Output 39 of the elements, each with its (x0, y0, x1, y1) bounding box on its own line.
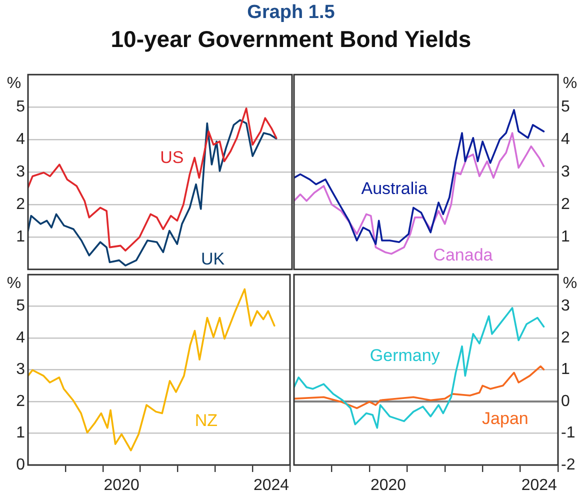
x-tick-label: 2020 (370, 477, 406, 494)
series-label: Canada (433, 245, 494, 264)
y-tick-label: 1 (16, 424, 26, 442)
y-tick-label: 2 (16, 196, 26, 213)
y-tick-label: 5 (16, 98, 26, 116)
chart-subtitle: 10-year Government Bond Yields (110, 26, 472, 53)
y-tick-label: 1 (16, 228, 26, 246)
y-tick-label: 0 (16, 456, 26, 474)
series-label: UK (200, 249, 226, 268)
y2-tick-label: 1 (561, 361, 570, 378)
y2-tick-label: -1 (561, 424, 576, 442)
x-tick-label: 2020 (104, 477, 140, 494)
y-tick-label: 4 (16, 329, 26, 346)
chart-title: Graph 1.5 (246, 2, 336, 24)
y2-tick-label: -2 (561, 456, 576, 474)
series-label: US (160, 148, 184, 168)
y2-tick-label: 3 (561, 163, 570, 180)
y2-tick-label: 0 (561, 392, 570, 410)
y2-tick-label: 4 (561, 130, 570, 148)
y-axis-title: % (6, 75, 22, 92)
series-label: Germany (370, 346, 440, 366)
series-label: Japan (482, 408, 528, 428)
x-tick-label: 2024 (253, 477, 290, 494)
y-tick-label: 2 (16, 392, 26, 410)
y2-tick-label: 2 (561, 196, 570, 213)
series-label: Australia (361, 179, 428, 198)
y-tick-label: 3 (16, 361, 26, 378)
y-axis-title: % (6, 275, 22, 292)
x-tick-label: 2024 (521, 477, 558, 494)
y2-tick-label: 3 (561, 298, 570, 315)
y2-tick-label: 1 (561, 228, 570, 246)
y-axis-title: % (562, 275, 578, 292)
series-label: NZ (194, 410, 218, 430)
y-tick-label: 5 (16, 298, 26, 315)
y-tick-label: 3 (16, 163, 26, 180)
y-axis-title: % (562, 75, 578, 92)
y-tick-label: 4 (16, 130, 26, 148)
y2-tick-label: 2 (561, 329, 570, 346)
y2-tick-label: 5 (561, 98, 570, 116)
